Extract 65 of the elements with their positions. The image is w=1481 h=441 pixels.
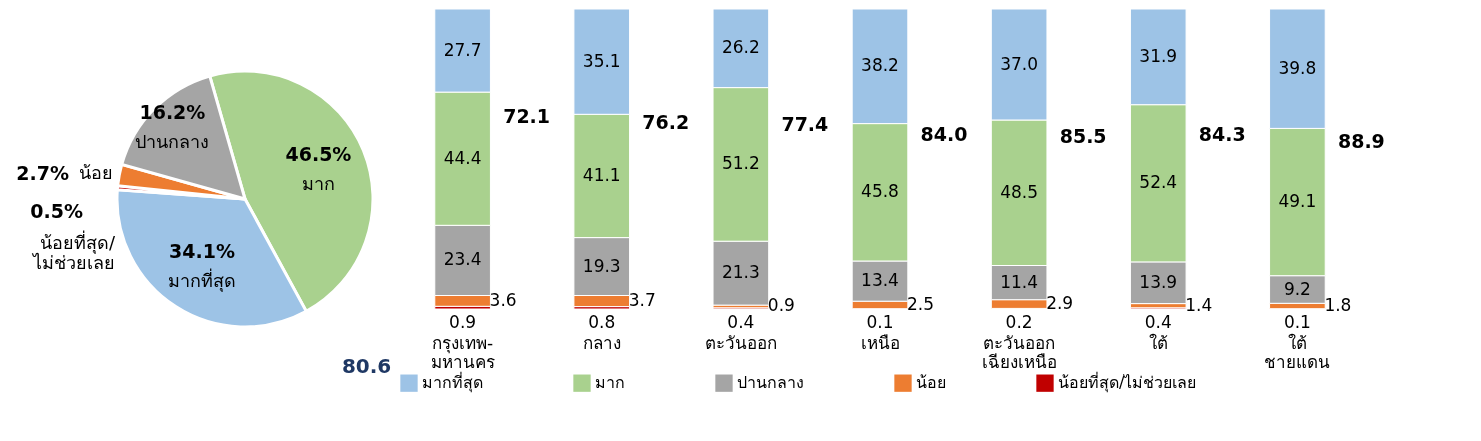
data-label: 0.2 bbox=[1005, 312, 1033, 332]
data-label: 52.4 bbox=[1139, 172, 1178, 193]
data-label: 13.9 bbox=[1139, 271, 1178, 292]
text: 80.6 bbox=[341, 354, 392, 378]
data-label: 0.4 bbox=[1144, 312, 1172, 332]
x-tick-label: กลาง bbox=[582, 332, 621, 353]
data-label: 27.7 bbox=[443, 39, 482, 60]
data-label: 34.1% bbox=[169, 239, 235, 262]
data-label: 46.5% bbox=[285, 142, 352, 165]
annotation: 88.9 bbox=[1337, 130, 1385, 153]
data-label: 38.2 bbox=[861, 55, 899, 76]
data-label: 41.1 bbox=[582, 164, 621, 185]
data-label: 31.9 bbox=[1139, 45, 1178, 66]
slice-label: มาก bbox=[301, 172, 335, 194]
annotation: 77.4 bbox=[781, 113, 829, 136]
data-label: 3.6 bbox=[489, 289, 517, 310]
data-label: 19.3 bbox=[582, 255, 621, 276]
x-tick-label: กรุงเทพ- มหานคร bbox=[430, 332, 495, 372]
data-label: 0.8 bbox=[588, 312, 616, 332]
data-label: 0.4 bbox=[727, 312, 755, 332]
annotation: 85.5 bbox=[1059, 125, 1107, 148]
data-label: 21.3 bbox=[721, 262, 760, 283]
data-label: 45.8 bbox=[861, 181, 899, 202]
x-tick-label: เหนือ bbox=[860, 332, 900, 353]
annotation: 84.3 bbox=[1198, 123, 1246, 146]
data-label: 39.8 bbox=[1278, 57, 1317, 78]
x-tick-label: ใต้ ชายแดน bbox=[1264, 332, 1331, 372]
data-label: 13.4 bbox=[861, 270, 899, 291]
data-label: 26.2 bbox=[721, 37, 760, 58]
annotation: 84.0 bbox=[920, 123, 968, 145]
x-tick-label: ตะวันออก bbox=[704, 332, 777, 353]
legend-label: มาก bbox=[595, 373, 625, 393]
annotation: 72.1 bbox=[503, 105, 551, 128]
data-label: 9.2 bbox=[1283, 278, 1311, 299]
data-label: 11.4 bbox=[1000, 271, 1039, 292]
legend-label: มากที่สุด bbox=[422, 371, 483, 394]
data-label: 51.2 bbox=[721, 153, 760, 174]
data-label: 49.1 bbox=[1278, 191, 1317, 212]
slice-label: ปานกลาง bbox=[135, 130, 210, 152]
data-label: 0.1 bbox=[866, 312, 894, 332]
slice-label: น้อย bbox=[79, 161, 113, 183]
data-label: 44.4 bbox=[443, 147, 482, 168]
data-label: 2.7% bbox=[16, 161, 69, 184]
x-tick-label: ตะวันออก เฉียงเหนือ bbox=[981, 332, 1057, 372]
data-label: 2.9 bbox=[1046, 293, 1074, 314]
data-label: 16.2% bbox=[139, 100, 206, 123]
legend-label: น้อย bbox=[916, 373, 946, 393]
data-label: 3.7 bbox=[628, 290, 656, 311]
data-label: 0.5% bbox=[30, 199, 83, 222]
data-label: 23.4 bbox=[443, 249, 482, 270]
legend-label: น้อยที่สุด/ไม่ช่วยเลย bbox=[1058, 371, 1197, 394]
data-label: 0.9 bbox=[449, 312, 477, 332]
data-label: 1.8 bbox=[1324, 295, 1352, 315]
annotation: 76.2 bbox=[642, 111, 690, 134]
data-label: 0.1 bbox=[1283, 312, 1311, 332]
slice-label: มากที่สุด bbox=[168, 267, 237, 292]
data-label: 48.5 bbox=[1000, 181, 1039, 202]
legend-label: ปานกลาง bbox=[737, 373, 804, 393]
data-label: 0.9 bbox=[767, 295, 795, 316]
data-label: 35.1 bbox=[582, 50, 621, 71]
data-label: 1.4 bbox=[1185, 294, 1213, 315]
data-label: 37.0 bbox=[1000, 53, 1039, 74]
data-label: 2.5 bbox=[907, 293, 935, 314]
x-tick-label: ใต้ bbox=[1148, 332, 1168, 353]
slice-label: น้อยที่สุด/ไม่ช่วยเลย bbox=[31, 229, 116, 273]
